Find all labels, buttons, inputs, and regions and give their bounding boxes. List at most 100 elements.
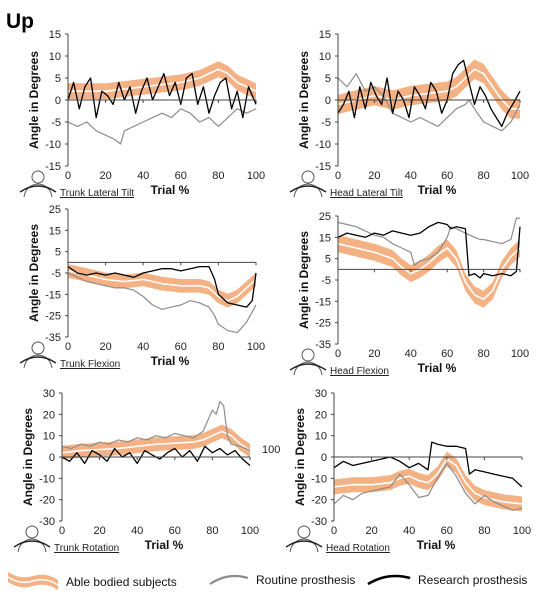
- y-tick-label: -5: [321, 117, 331, 129]
- routine-prosthesis-line: [67, 272, 257, 334]
- research-prosthesis-line: [337, 59, 521, 128]
- routine-prosthesis-line: [67, 108, 257, 145]
- icon-motion-arc: [289, 185, 327, 193]
- icon-shoulders: [23, 183, 53, 198]
- x-axis-label: Trial %: [145, 538, 184, 552]
- y-tick-label: -35: [45, 332, 61, 344]
- icon-head: [25, 525, 39, 539]
- y-tick-label: -30: [39, 516, 55, 528]
- x-tick-label: 80: [212, 341, 224, 353]
- x-tick-label: 40: [137, 170, 149, 182]
- panel-head-lateral-tilt: -15 -10 -5 0 5 10 15 0 20 40 60 80 100 Angle in Degre…: [289, 29, 529, 199]
- figure-title: Up: [6, 10, 34, 33]
- legend-band-center: [7, 576, 59, 586]
- x-tick-label: 40: [403, 525, 415, 537]
- y-tick-label: -15: [45, 289, 61, 301]
- x-tick-label: 100: [241, 525, 259, 537]
- x-tick-label: 20: [365, 525, 377, 537]
- y-tick-label: -10: [45, 139, 61, 151]
- x-tick-label: 20: [99, 170, 111, 182]
- icon-head: [31, 170, 45, 184]
- trunk-flexion-icon: [19, 341, 57, 369]
- y-axis-label: Angle in Degrees: [21, 408, 35, 506]
- y-tick-label: -5: [51, 117, 61, 129]
- x-axis-label: Trial %: [418, 183, 457, 197]
- icon-shoulders: [17, 538, 47, 553]
- y-tick-label: 5: [55, 73, 61, 85]
- able-bodied-band: [62, 424, 250, 460]
- x-tick-label: 60: [175, 170, 187, 182]
- panel-label: Head Flexion: [330, 366, 389, 377]
- x-axis-label: Trial %: [418, 361, 457, 375]
- panel-label: Trunk Flexion: [60, 359, 120, 370]
- icon-motion-arc: [19, 185, 57, 193]
- head-flexion-icon: [289, 348, 327, 376]
- x-tick-label: 60: [441, 170, 453, 182]
- icon-shoulders: [293, 361, 323, 376]
- legend-label-routine: Routine prosthesis: [256, 573, 355, 587]
- able-bodied-band: [338, 235, 520, 308]
- y-tick-label: 15: [319, 29, 331, 41]
- y-tick-label: 0: [55, 95, 61, 107]
- y-tick-label: 30: [43, 388, 55, 400]
- x-tick-label: 80: [212, 170, 224, 182]
- panel-label: Trunk Lateral Tilt: [60, 188, 134, 199]
- x-axis-label: Trial %: [417, 538, 456, 552]
- y-tick-label: 5: [325, 73, 331, 85]
- y-tick-label: -5: [321, 275, 331, 287]
- research-prosthesis-line: [333, 441, 523, 488]
- x-tick-label: 40: [137, 341, 149, 353]
- x-tick-label: 40: [405, 348, 417, 360]
- research-prosthesis-line: [67, 265, 257, 308]
- research-prosthesis-line: [67, 72, 257, 119]
- icon-motion-arc: [19, 356, 57, 364]
- x-tick-label: 40: [405, 170, 417, 182]
- x-tick-label: 0: [331, 525, 337, 537]
- y-tick-label: 15: [319, 232, 331, 244]
- x-tick-label: 60: [441, 525, 453, 537]
- x-tick-label: 0: [335, 348, 341, 360]
- routine-prosthesis-line: [333, 462, 523, 511]
- x-tick-label: 40: [131, 525, 143, 537]
- y-tick-label: -15: [315, 296, 331, 308]
- y-tick-label: 5: [55, 247, 61, 259]
- x-tick-label: 20: [99, 341, 111, 353]
- y-tick-label: -10: [39, 473, 55, 485]
- y-axis-label: Angle in Degrees: [297, 51, 311, 149]
- icon-motion-arc: [285, 540, 323, 548]
- y-tick-label: 0: [325, 95, 331, 107]
- y-tick-label: 25: [49, 204, 61, 216]
- panel-trunk-flexion: -35 -25 -15 -5 5 15 25 0 20 40 60 80 100 Angle in Deg…: [19, 204, 265, 370]
- y-tick-label: 10: [315, 431, 327, 443]
- routine-prosthesis-line: [61, 400, 251, 452]
- x-tick-label: 80: [477, 348, 489, 360]
- x-tick-label: 20: [368, 348, 380, 360]
- y-tick-label: 5: [325, 254, 331, 266]
- panel-trunk-lateral-tilt: -15 -10 -5 0 5 10 15 0 20 40 60 80 100 Angle in Degre…: [19, 29, 265, 199]
- y-tick-label: -15: [315, 161, 331, 173]
- x-tick-label: 80: [478, 525, 490, 537]
- panel-trunk-rotation: -30 -20 -10 0 10 20 30 0 20 40 60 80 100 100 Angle in …: [13, 388, 280, 554]
- y-tick-label: 10: [49, 51, 61, 63]
- trunk-rotation-icon: [13, 525, 51, 553]
- x-tick-label: 0: [335, 170, 341, 182]
- y-tick-label: 0: [321, 452, 327, 464]
- x-tick-label: 100: [247, 170, 265, 182]
- x-tick-label: 80: [206, 525, 218, 537]
- x-tick-label: 100: [247, 341, 265, 353]
- y-tick-label: -25: [315, 318, 331, 330]
- panel-label: Head Lateral Tilt: [330, 188, 403, 199]
- y-tick-label: 20: [315, 409, 327, 421]
- legend-research-swatch: [367, 574, 411, 586]
- able-bodied-mean-line: [337, 242, 521, 301]
- y-tick-label: -20: [39, 495, 55, 507]
- icon-head: [297, 525, 311, 539]
- y-tick-label: -20: [311, 495, 327, 507]
- x-tick-label: 60: [175, 341, 187, 353]
- y-tick-label: -5: [51, 268, 61, 280]
- able-bodied-mean-line: [61, 430, 251, 454]
- y-tick-label: -10: [315, 139, 331, 151]
- head-rotation-icon: [285, 525, 323, 553]
- icon-head: [301, 348, 315, 362]
